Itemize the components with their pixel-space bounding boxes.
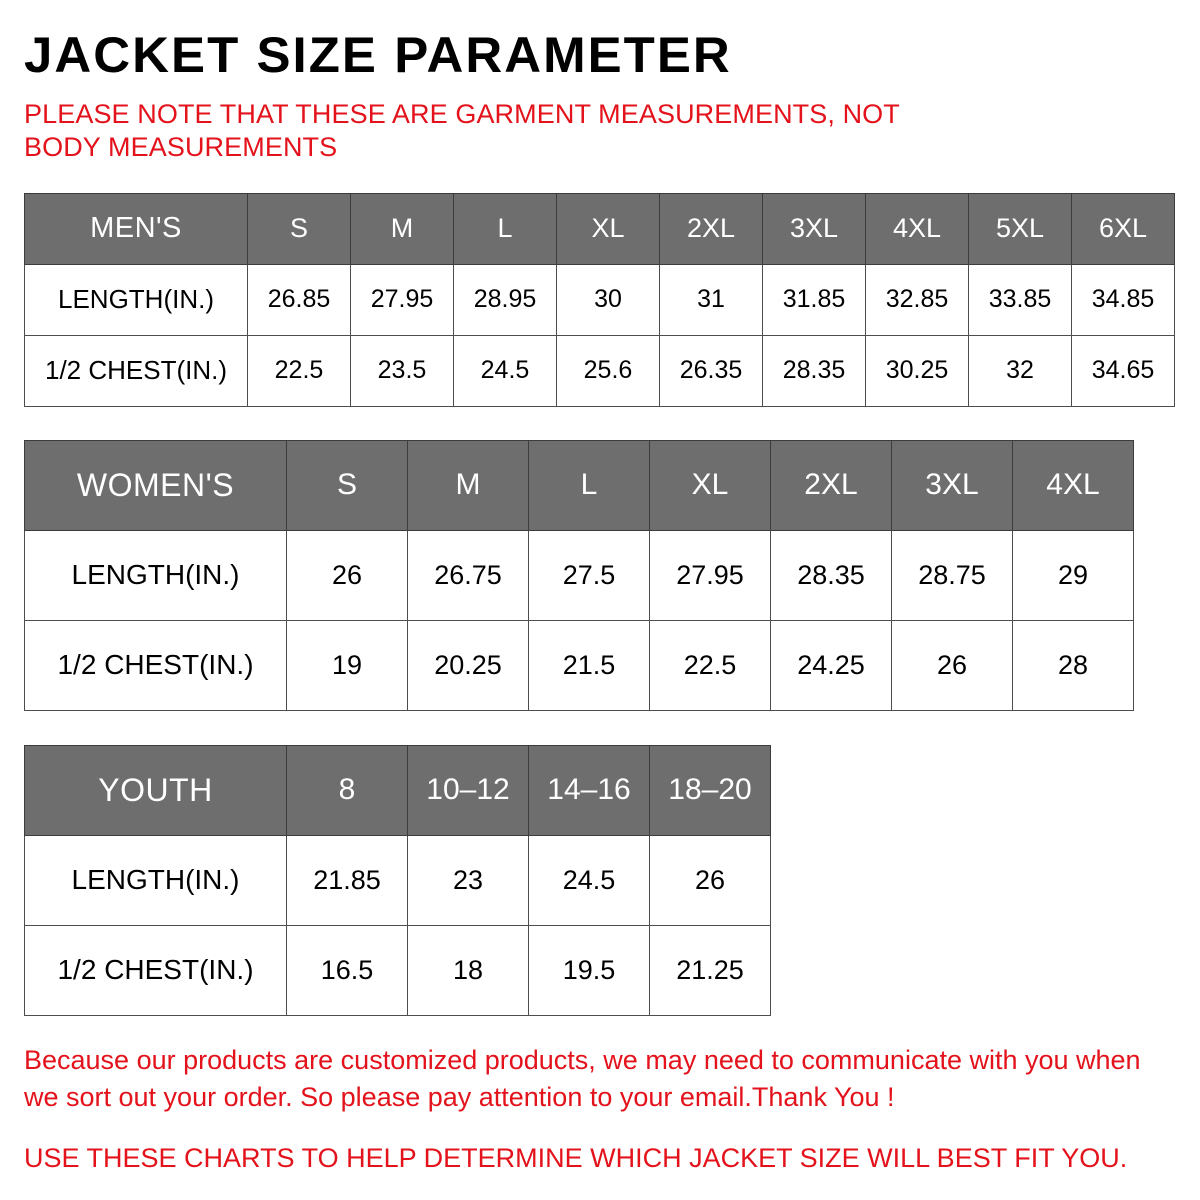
page-title: JACKET SIZE PARAMETER [24,27,732,83]
cell-value: 28.35 [762,334,866,407]
cell-value: 16.5 [286,924,408,1016]
row-label: LENGTH(IN.) [24,263,248,336]
mens-col-2xl: 2XL [659,192,763,265]
chart-usage-note: USE THESE CHARTS TO HELP DETERMINE WHICH… [24,1143,1128,1174]
mens-col-l: L [453,192,557,265]
mens-table-header: MEN'S S M L XL 2XL 3XL 4XL 5XL 6XL [24,192,1175,265]
table-row: LENGTH(IN.) 26.85 27.95 28.95 30 31 31.8… [24,263,1175,336]
cell-value: 34.85 [1071,263,1175,336]
cell-value: 32 [968,334,1072,407]
womens-table-label: WOMEN'S [24,439,287,531]
mens-size-table: MEN'S S M L XL 2XL 3XL 4XL 5XL 6XL LENGT… [24,192,1175,407]
cell-value: 23.5 [350,334,454,407]
cell-value: 24.25 [770,619,892,711]
womens-table-body: LENGTH(IN.) 26 26.75 27.5 27.95 28.35 28… [24,529,1134,711]
cell-value: 18 [407,924,529,1016]
cell-value: 34.65 [1071,334,1175,407]
row-label: 1/2 CHEST(IN.) [24,334,248,407]
cell-value: 28.75 [891,529,1013,621]
youth-table-header: YOUTH 8 10–12 14–16 18–20 [24,744,771,836]
cell-value: 28.35 [770,529,892,621]
womens-col-3xl: 3XL [891,439,1013,531]
womens-col-l: L [528,439,650,531]
garment-measurement-notice: PLEASE NOTE THAT THESE ARE GARMENT MEASU… [24,99,900,162]
cell-value: 28.95 [453,263,557,336]
cell-value: 26 [286,529,408,621]
cell-value: 26 [891,619,1013,711]
youth-table-body: LENGTH(IN.) 21.85 23 24.5 26 1/2 CHEST(I… [24,834,771,1016]
cell-value: 30 [556,263,660,336]
cell-value: 27.95 [649,529,771,621]
mens-col-4xl: 4XL [865,192,969,265]
cell-value: 32.85 [865,263,969,336]
mens-col-m: M [350,192,454,265]
mens-col-5xl: 5XL [968,192,1072,265]
cell-value: 26.75 [407,529,529,621]
cell-value: 22.5 [247,334,351,407]
cell-value: 26.35 [659,334,763,407]
mens-col-xl: XL [556,192,660,265]
mens-col-s: S [247,192,351,265]
cell-value: 19 [286,619,408,711]
womens-size-table: WOMEN'S S M L XL 2XL 3XL 4XL LENGTH(IN.)… [24,439,1134,711]
youth-col-8: 8 [286,744,408,836]
cell-value: 21.5 [528,619,650,711]
customization-note: Because our products are customized prod… [24,1044,1141,1113]
mens-col-3xl: 3XL [762,192,866,265]
table-row: 1/2 CHEST(IN.) 19 20.25 21.5 22.5 24.25 … [24,619,1134,711]
cell-value: 19.5 [528,924,650,1016]
youth-col-10-12: 10–12 [407,744,529,836]
cell-value: 27.95 [350,263,454,336]
womens-col-xl: XL [649,439,771,531]
youth-col-14-16: 14–16 [528,744,650,836]
cell-value: 31 [659,263,763,336]
cell-value: 26.85 [247,263,351,336]
cell-value: 24.5 [528,834,650,926]
cell-value: 21.85 [286,834,408,926]
cell-value: 22.5 [649,619,771,711]
table-row: 1/2 CHEST(IN.) 22.5 23.5 24.5 25.6 26.35… [24,334,1175,407]
mens-table-body: LENGTH(IN.) 26.85 27.95 28.95 30 31 31.8… [24,263,1175,407]
row-label: LENGTH(IN.) [24,529,287,621]
cell-value: 28 [1012,619,1134,711]
mens-table-label: MEN'S [24,192,248,265]
mens-col-6xl: 6XL [1071,192,1175,265]
cell-value: 25.6 [556,334,660,407]
cell-value: 23 [407,834,529,926]
cell-value: 33.85 [968,263,1072,336]
womens-col-s: S [286,439,408,531]
footer-notes: Because our products are customized prod… [24,1016,1176,1175]
table-row: LENGTH(IN.) 26 26.75 27.5 27.95 28.35 28… [24,529,1134,621]
table-header-row: WOMEN'S S M L XL 2XL 3XL 4XL [24,439,1134,531]
womens-col-m: M [407,439,529,531]
cell-value: 31.85 [762,263,866,336]
row-label: 1/2 CHEST(IN.) [24,924,287,1016]
cell-value: 26 [649,834,771,926]
row-label: 1/2 CHEST(IN.) [24,619,287,711]
youth-col-18-20: 18–20 [649,744,771,836]
table-header-row: MEN'S S M L XL 2XL 3XL 4XL 5XL 6XL [24,192,1175,265]
cell-value: 29 [1012,529,1134,621]
table-row: 1/2 CHEST(IN.) 16.5 18 19.5 21.25 [24,924,771,1016]
cell-value: 24.5 [453,334,557,407]
youth-table-label: YOUTH [24,744,287,836]
table-header-row: YOUTH 8 10–12 14–16 18–20 [24,744,771,836]
youth-size-table: YOUTH 8 10–12 14–16 18–20 LENGTH(IN.) 21… [24,744,771,1016]
table-row: LENGTH(IN.) 21.85 23 24.5 26 [24,834,771,926]
cell-value: 20.25 [407,619,529,711]
cell-value: 30.25 [865,334,969,407]
womens-col-2xl: 2XL [770,439,892,531]
womens-table-header: WOMEN'S S M L XL 2XL 3XL 4XL [24,439,1134,531]
row-label: LENGTH(IN.) [24,834,287,926]
cell-value: 27.5 [528,529,650,621]
cell-value: 21.25 [649,924,771,1016]
womens-col-4xl: 4XL [1012,439,1134,531]
